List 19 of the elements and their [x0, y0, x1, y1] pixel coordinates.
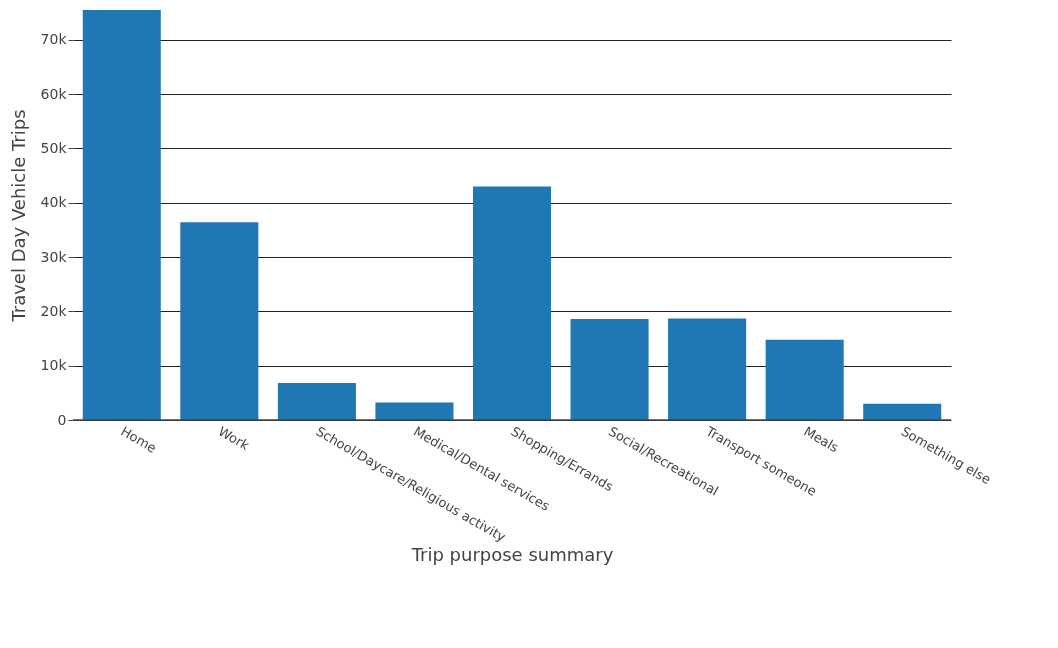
y-axis-title: Travel Day Vehicle Trips: [7, 109, 29, 323]
bar: [765, 339, 844, 420]
bar: [277, 383, 356, 420]
x-axis-title: Trip purpose summary: [410, 543, 614, 565]
bar: [180, 222, 259, 420]
y-tick-label: 60k: [40, 85, 68, 102]
bar: [375, 402, 454, 420]
y-tick-label: 30k: [40, 248, 68, 265]
y-tick-label: 20k: [40, 302, 68, 319]
bar: [570, 318, 649, 420]
bar: [472, 186, 552, 420]
bar: [668, 318, 747, 420]
bar: [863, 403, 942, 420]
y-tick-label: 70k: [40, 31, 68, 48]
bar: [82, 10, 161, 420]
y-tick-label: 50k: [40, 139, 68, 156]
y-tick-label: 40k: [40, 194, 68, 211]
y-tick-label: 0: [57, 411, 67, 428]
y-tick-label: 10k: [40, 357, 68, 374]
